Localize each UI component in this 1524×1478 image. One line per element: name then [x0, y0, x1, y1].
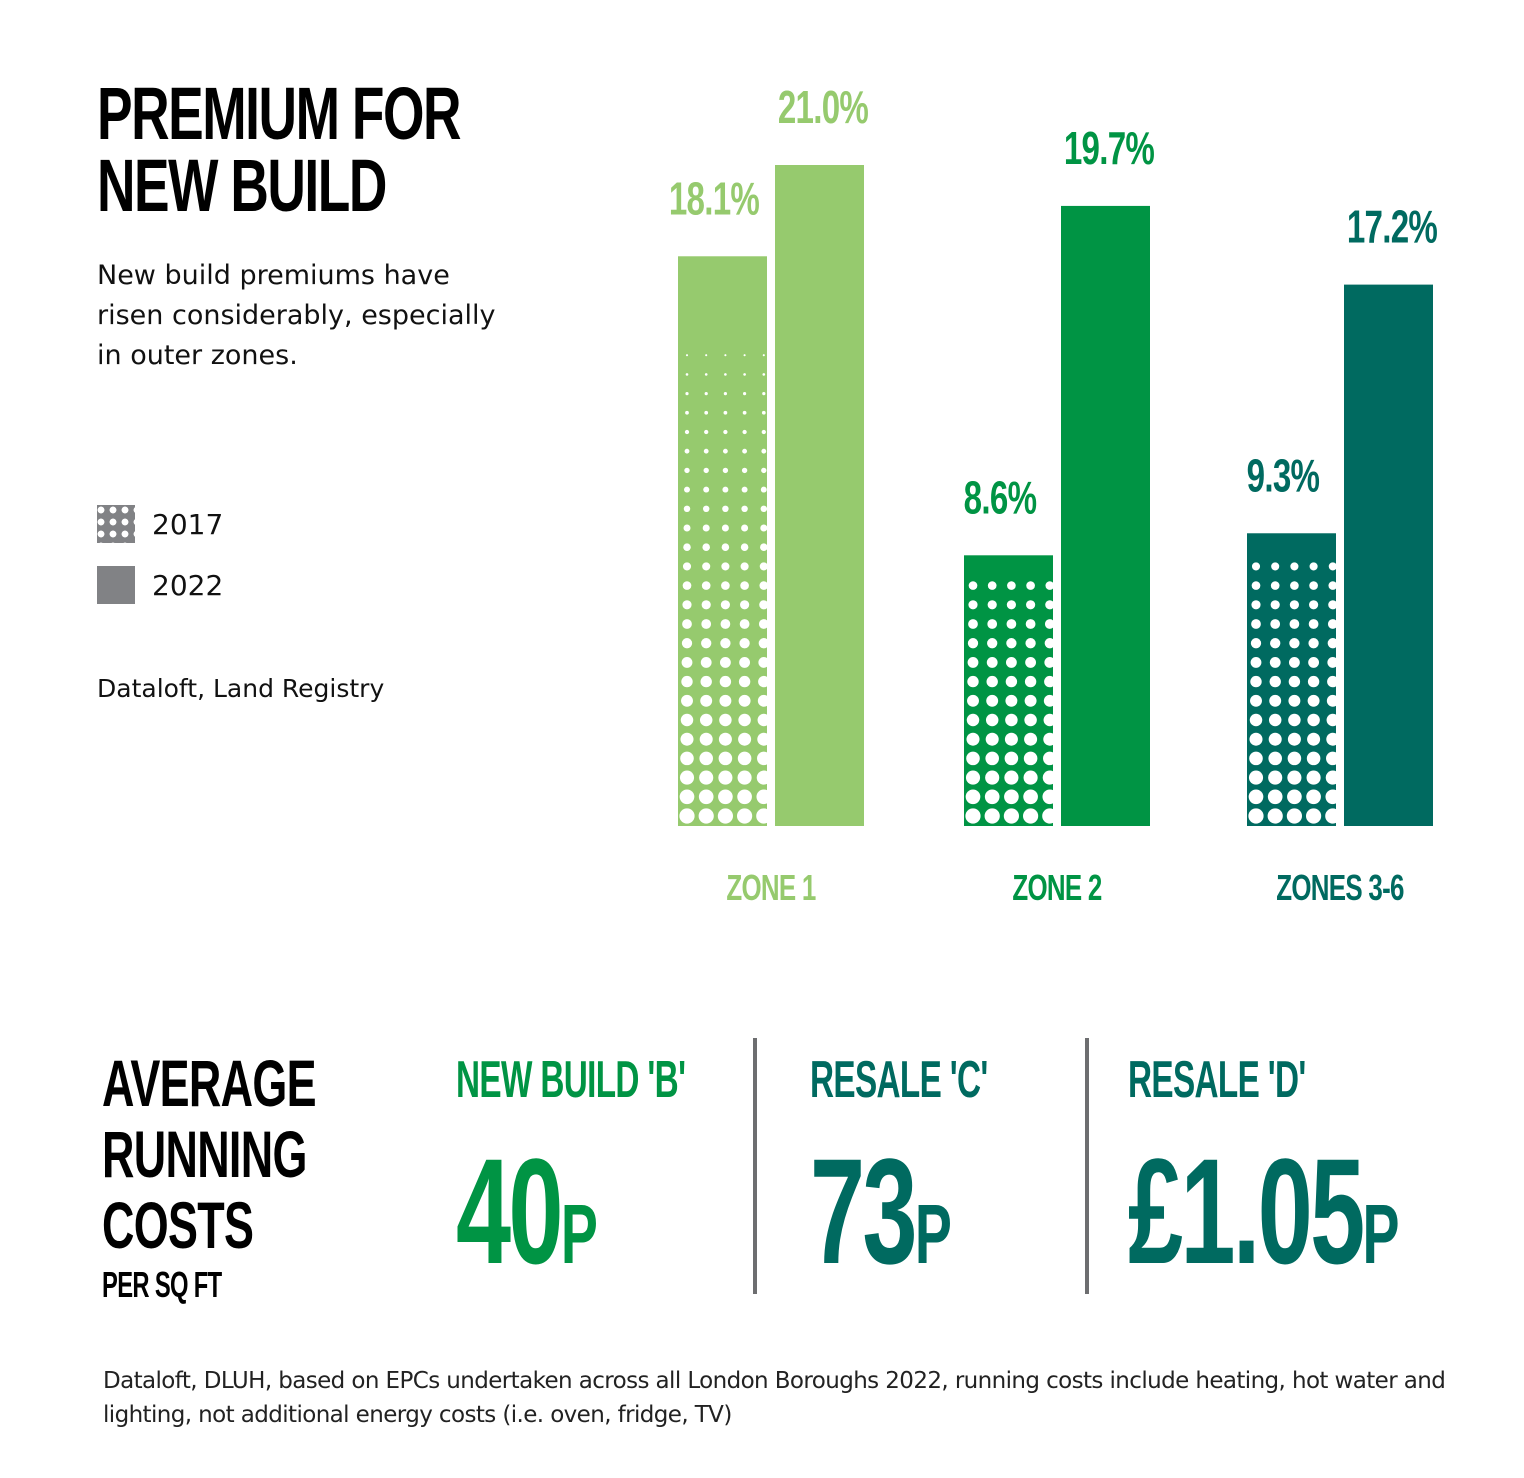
bar-2022-1 [1061, 205, 1150, 826]
running-costs-subtitle: PER SQ FT [102, 1264, 222, 1305]
legend-item-2017: 2017 [97, 505, 223, 543]
cost-value: 73P [810, 1136, 993, 1299]
category-label-2: ZONES 3-6 [1276, 868, 1404, 908]
bar-dot-pattern [965, 581, 1053, 824]
running-costs-source: Dataloft, DLUH, based on EPCs undertaken… [103, 1368, 1446, 1428]
divider [753, 1038, 757, 1294]
running-costs-title-line-3: COSTS [102, 1188, 254, 1262]
bar-dot-pattern [1248, 562, 1336, 824]
chart-title-line-1: PREMIUM FOR [97, 72, 461, 155]
running-costs-title: AVERAGE RUNNING COSTS PER SQ FT [102, 1048, 417, 1305]
running-costs-title-line-1: AVERAGE [102, 1046, 317, 1120]
category-label-0: ZONE 1 [726, 868, 816, 908]
value-label-2017-0: 18.1% [669, 174, 759, 224]
cost-heading: RESALE 'D' [1128, 1051, 1306, 1109]
value-label-2022-1: 19.7% [1064, 124, 1154, 174]
cost-card-resale-d: RESALE 'D' £1.05P [1128, 1052, 1524, 1299]
cost-unit: P [560, 1187, 598, 1281]
bar-2017-0 [678, 256, 767, 826]
cost-unit: P [1362, 1187, 1400, 1281]
cost-value: £1.05P [1128, 1136, 1400, 1299]
cost-amount: £1.05 [1128, 1127, 1365, 1295]
cost-amount: 73 [810, 1127, 917, 1295]
running-costs-title-line-2: RUNNING [102, 1117, 307, 1191]
value-label-2017-1: 8.6% [964, 473, 1037, 523]
chart-title-line-2: NEW BUILD [97, 144, 387, 227]
value-label-2022-2: 17.2% [1347, 202, 1437, 252]
bar-dot-pattern [679, 354, 767, 824]
legend-label-2022: 2022 [152, 568, 224, 602]
cost-card-resale-c: RESALE 'C' 73P [810, 1052, 1088, 1299]
chart-source: Dataloft, Land Registry [97, 674, 385, 703]
cost-value: 40P [456, 1136, 693, 1299]
cost-amount: 40 [456, 1127, 563, 1295]
legend-label-2017: 2017 [152, 507, 224, 541]
bar-chart: 18.1% 21.0% ZONE 1 8.6% 19.7% ZONE 2 9.3% 17.2%… [669, 83, 1438, 908]
category-label-1: ZONE 2 [1012, 868, 1102, 908]
cost-unit: P [914, 1187, 952, 1281]
dotted-swatch-icon [97, 505, 135, 543]
cost-heading: RESALE 'C' [810, 1051, 988, 1109]
chart-subtitle: New build premiums have risen considerab… [97, 260, 496, 371]
value-label-2022-0: 21.0% [778, 83, 868, 133]
divider [1085, 1038, 1089, 1294]
value-label-2017-2: 9.3% [1247, 451, 1320, 501]
legend-item-2022: 2022 [97, 566, 223, 604]
chart-title: PREMIUM FOR NEW BUILD [97, 72, 601, 227]
cost-card-new-build-b: NEW BUILD 'B' 40P [456, 1052, 814, 1299]
bar-2017-1 [964, 555, 1053, 826]
solid-swatch-icon [97, 566, 135, 604]
bar-2022-2 [1344, 284, 1433, 827]
cost-heading: NEW BUILD 'B' [456, 1051, 686, 1109]
bar-2022-0 [775, 165, 864, 826]
